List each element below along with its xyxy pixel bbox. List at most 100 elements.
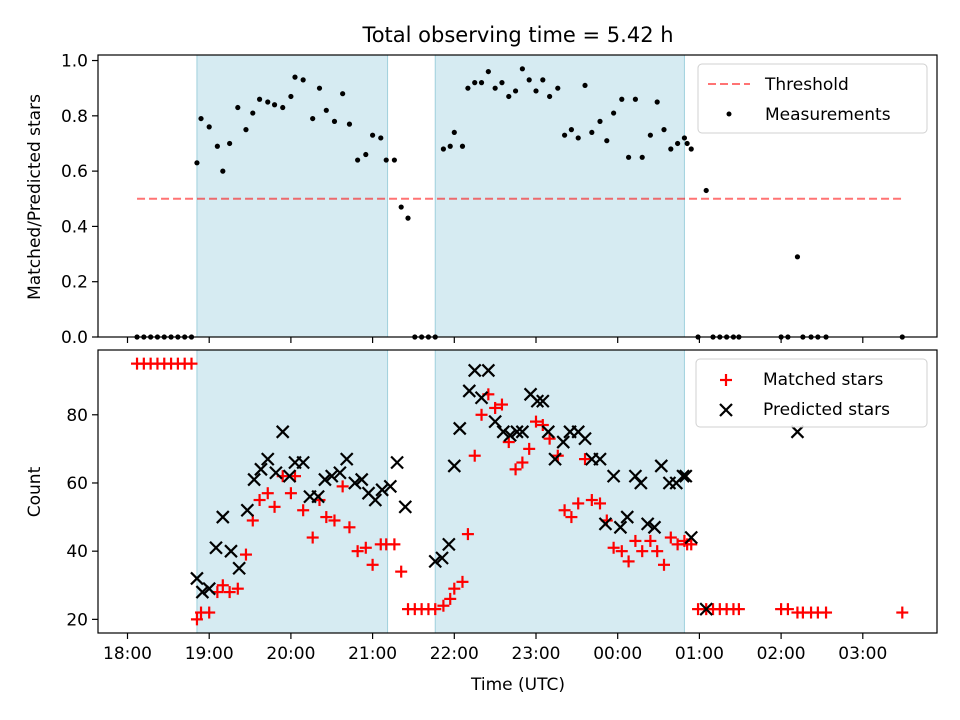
measurement-point xyxy=(214,143,220,149)
predicted-star-point xyxy=(684,530,699,545)
y-tick-label: 0.0 xyxy=(61,328,88,348)
matched-star-point xyxy=(644,534,657,547)
x-tick-label: 02:00 xyxy=(757,644,806,664)
predicted-star-point xyxy=(324,469,339,483)
matched-star-point xyxy=(781,603,794,616)
measurement-point xyxy=(243,127,249,133)
x-tick-label: 01:00 xyxy=(675,644,724,664)
matched-star-point xyxy=(732,603,745,616)
measurement-point xyxy=(451,129,457,136)
measurement-point xyxy=(547,93,553,100)
matched-star-point xyxy=(388,538,401,551)
predicted-star-point xyxy=(333,465,347,480)
matched-star-point xyxy=(579,453,592,466)
y-tick-label: 0.6 xyxy=(61,162,88,182)
y-tick-label: 0.8 xyxy=(61,107,88,127)
matched-star-point xyxy=(489,401,502,414)
matched-star-point xyxy=(461,528,474,541)
predicted-star-point xyxy=(275,425,290,439)
ratio-y-axis: 0.0 0.2 0.4 0.6 0.8 1.0 xyxy=(61,52,98,348)
measurement-point xyxy=(492,85,498,91)
predicted-star-point xyxy=(598,517,613,531)
count-x-axis: 18:00 19:00 20:00 21:00 22:00 23:00 00:00 01:00… xyxy=(103,633,887,664)
y-tick-label: 80 xyxy=(66,406,88,426)
measurement-point xyxy=(459,143,466,149)
measurement-point xyxy=(346,121,353,127)
predicted-star-point xyxy=(496,425,511,439)
measurement-point xyxy=(363,151,369,158)
matched-star-point xyxy=(495,398,508,411)
matched-star-point xyxy=(185,357,198,370)
y-tick-label: 60 xyxy=(66,474,88,494)
measurement-point xyxy=(383,157,389,163)
predicted-star-point xyxy=(503,428,517,443)
measurement-point xyxy=(506,93,512,100)
predicted-star-point xyxy=(390,455,404,470)
matched-star-point xyxy=(615,545,628,558)
matched-star-point xyxy=(261,487,274,500)
predicted-star-point xyxy=(435,551,449,565)
ratio-legend: Threshold Measurements xyxy=(697,63,928,134)
predicted-star-point xyxy=(240,503,255,518)
predicted-star-point xyxy=(442,537,456,552)
measurement-point xyxy=(194,160,200,166)
predicted-star-point xyxy=(447,459,462,473)
predicted-star-point xyxy=(202,581,216,596)
matched-star-point xyxy=(343,521,356,534)
measurement-point xyxy=(568,127,575,133)
matched-star-point xyxy=(558,504,571,517)
measurement-point xyxy=(582,82,588,89)
x-tick-label: 19:00 xyxy=(185,644,234,664)
matched-star-point xyxy=(253,494,266,507)
predicted-star-point xyxy=(634,476,648,490)
predicted-star-point xyxy=(556,435,571,449)
measurement-point xyxy=(256,96,263,102)
measurement-point xyxy=(235,104,241,111)
predicted-star-point xyxy=(452,421,467,436)
x-tick-label: 00:00 xyxy=(593,644,642,664)
predicted-star-point xyxy=(216,510,230,524)
x-tick-label: 23:00 xyxy=(512,644,561,664)
matched-star-point xyxy=(456,575,469,588)
matched-star-point xyxy=(216,579,229,592)
measurement-point xyxy=(533,88,539,94)
matched-star-point xyxy=(437,599,450,612)
measurement-point xyxy=(198,115,204,122)
measurement-point xyxy=(675,140,681,147)
measurement-point xyxy=(555,85,561,91)
matched-star-point xyxy=(593,497,606,510)
matched-star-point xyxy=(297,504,310,517)
predicted-star-point xyxy=(254,462,268,477)
measurement-point xyxy=(499,80,505,86)
measurement-point xyxy=(398,204,404,210)
predicted-star-point xyxy=(428,554,443,569)
measurement-point xyxy=(611,110,617,116)
y-tick-label: 0.2 xyxy=(61,273,88,293)
measurement-point xyxy=(589,129,595,136)
matched-star-point xyxy=(607,541,620,554)
predicted-star-point xyxy=(195,585,210,599)
measurement-point xyxy=(323,107,329,113)
matched-star-point xyxy=(509,463,522,476)
predicted-star-point xyxy=(260,452,275,466)
matched-star-point xyxy=(585,494,598,507)
measurement-point xyxy=(391,157,397,163)
measurement-point xyxy=(661,127,667,133)
predicted-star-point xyxy=(209,540,223,555)
matched-star-point xyxy=(306,531,319,544)
predicted-star-point xyxy=(530,394,545,408)
matched-star-point xyxy=(203,606,216,619)
x-tick-label: 03:00 xyxy=(838,644,887,664)
predicted-star-point xyxy=(699,602,713,616)
predicted-star-point xyxy=(548,452,562,466)
count-plot-frame xyxy=(97,349,938,634)
measurement-point xyxy=(331,118,338,124)
measurement-point xyxy=(597,118,603,124)
measurement-point xyxy=(794,254,801,260)
matched-star-point xyxy=(664,531,677,544)
matched-star-point xyxy=(651,545,664,558)
measurement-point xyxy=(440,146,447,152)
measurement-point xyxy=(668,146,674,152)
predicted-star-point xyxy=(593,452,607,466)
